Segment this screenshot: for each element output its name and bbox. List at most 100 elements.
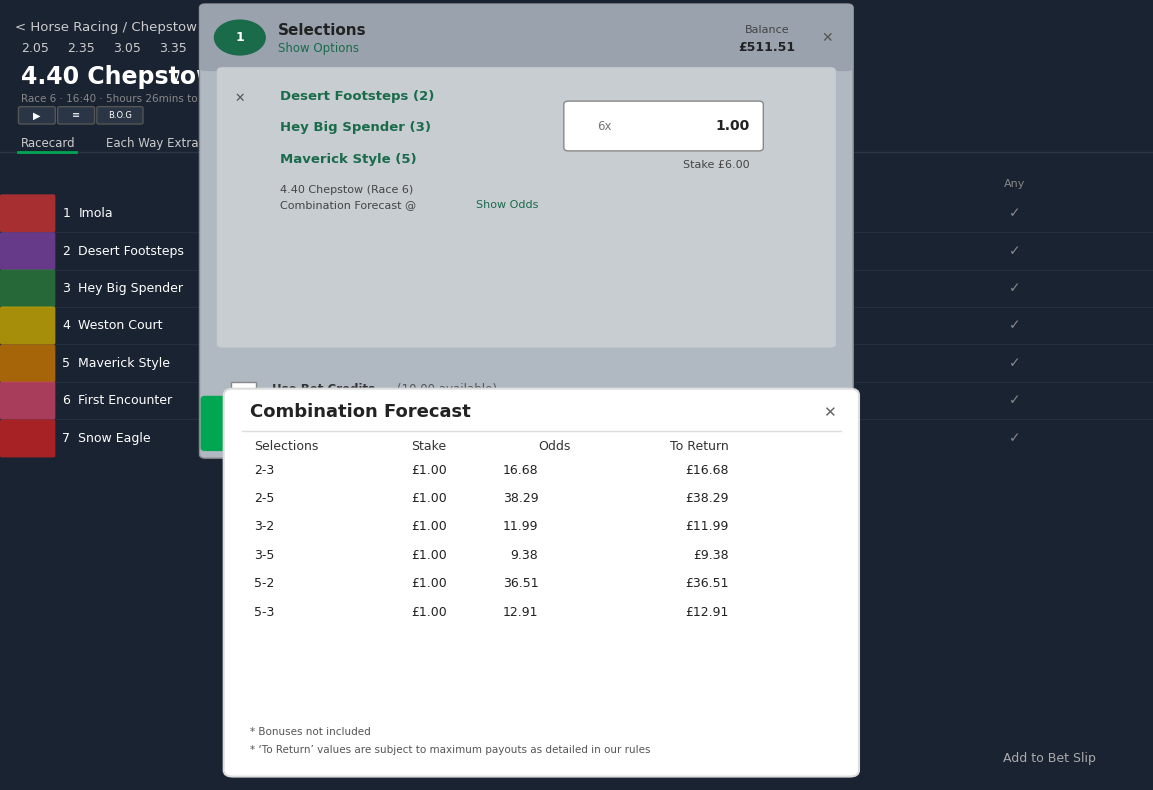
Circle shape <box>225 35 266 63</box>
Text: £1.00: £1.00 <box>412 521 447 533</box>
Text: Selections: Selections <box>278 23 367 37</box>
FancyBboxPatch shape <box>0 194 55 232</box>
Text: ✓: ✓ <box>1009 431 1020 446</box>
FancyBboxPatch shape <box>58 107 95 124</box>
Text: 11.99: 11.99 <box>503 521 538 533</box>
Text: ✓: ✓ <box>796 281 807 295</box>
Text: ✓: ✓ <box>602 206 613 220</box>
Text: Combination Forecast @: Combination Forecast @ <box>280 201 423 210</box>
FancyBboxPatch shape <box>564 101 763 151</box>
Text: 9.38: 9.38 <box>511 549 538 562</box>
FancyBboxPatch shape <box>0 307 55 344</box>
Text: Each Way Extra: Each Way Extra <box>106 137 198 150</box>
Circle shape <box>214 21 265 55</box>
Text: 1.00: 1.00 <box>715 119 749 133</box>
Text: 1: 1 <box>62 207 70 220</box>
Text: £1.00: £1.00 <box>412 606 447 619</box>
Text: 6: 6 <box>62 394 70 407</box>
Text: Maverick Style (5): Maverick Style (5) <box>280 153 416 166</box>
Text: Maverick Style: Maverick Style <box>78 357 171 370</box>
Text: ✕: ✕ <box>821 31 832 45</box>
FancyBboxPatch shape <box>0 269 55 307</box>
Text: £511.51: £511.51 <box>738 41 796 54</box>
Text: Combination Forecast: Combination Forecast <box>250 404 470 421</box>
Text: ✓: ✓ <box>602 356 613 371</box>
Text: Weston Court: Weston Court <box>78 319 163 332</box>
Text: 1st: 1st <box>600 179 616 189</box>
Text: 5: 5 <box>62 357 70 370</box>
Text: Snow Eagle: Snow Eagle <box>78 432 151 445</box>
Text: Guide Price: Guide Price <box>438 179 503 189</box>
Text: Add to Bet Slip: Add to Bet Slip <box>1003 752 1097 765</box>
Text: ✓: ✓ <box>1009 393 1020 408</box>
Text: ✓: ✓ <box>602 281 613 295</box>
Text: B.O.G: B.O.G <box>108 111 131 120</box>
FancyBboxPatch shape <box>201 396 852 451</box>
Text: 6x: 6x <box>597 119 612 133</box>
Text: ✓: ✓ <box>796 206 807 220</box>
Text: 12.91: 12.91 <box>503 606 538 619</box>
Text: 4: 4 <box>242 44 249 54</box>
Text: 4: 4 <box>62 319 70 332</box>
Text: £1.00: £1.00 <box>412 577 447 590</box>
Text: 7.50: 7.50 <box>458 245 483 258</box>
Text: 2.35: 2.35 <box>67 43 95 55</box>
Text: £1.00: £1.00 <box>412 464 447 476</box>
FancyBboxPatch shape <box>217 67 836 348</box>
Text: ✓: ✓ <box>796 244 807 258</box>
Text: Hey Big Spender (3): Hey Big Spender (3) <box>280 122 431 134</box>
Text: ∨: ∨ <box>171 70 181 85</box>
Text: 4.40 Chepstow (Race 6): 4.40 Chepstow (Race 6) <box>280 185 414 194</box>
Text: 5-3: 5-3 <box>254 606 274 619</box>
FancyBboxPatch shape <box>97 107 143 124</box>
Text: 16.68: 16.68 <box>503 464 538 476</box>
Text: Places: Places <box>201 137 238 150</box>
Text: 2-3: 2-3 <box>254 464 274 476</box>
Text: Any: Any <box>1004 179 1025 189</box>
Text: Race 6 · 16:40 · 5hours 26mins to post · 1m 14: Race 6 · 16:40 · 5hours 26mins to post ·… <box>21 94 266 103</box>
Text: 5-2: 5-2 <box>254 577 274 590</box>
Text: 2.05: 2.05 <box>21 43 48 55</box>
Text: Show Odds: Show Odds <box>476 201 538 210</box>
Text: ✓: ✓ <box>1009 206 1020 220</box>
Text: * Bonuses not included: * Bonuses not included <box>250 728 371 737</box>
FancyBboxPatch shape <box>199 4 853 71</box>
FancyBboxPatch shape <box>0 382 55 419</box>
Text: 1: 1 <box>235 31 244 44</box>
Text: ✓: ✓ <box>1009 244 1020 258</box>
Text: £1.00: £1.00 <box>412 492 447 505</box>
Text: 7: 7 <box>62 432 70 445</box>
Text: ✕: ✕ <box>822 405 836 419</box>
Text: £12.91: £12.91 <box>685 606 729 619</box>
Text: 10.00: 10.00 <box>454 207 487 220</box>
Text: ✓: ✓ <box>1009 281 1020 295</box>
Text: Desert Footsteps (2): Desert Footsteps (2) <box>280 90 435 103</box>
Text: Use Bet Credits: Use Bet Credits <box>272 383 375 396</box>
Text: 36.51: 36.51 <box>503 577 538 590</box>
Text: Show Options: Show Options <box>278 43 359 55</box>
FancyBboxPatch shape <box>199 4 853 458</box>
Text: Stake £6.00: Stake £6.00 <box>683 160 749 170</box>
Text: ✓: ✓ <box>796 393 807 408</box>
Bar <box>231 382 256 400</box>
Text: 2-5: 2-5 <box>254 492 274 505</box>
Text: £16.68: £16.68 <box>685 464 729 476</box>
FancyBboxPatch shape <box>0 344 55 382</box>
Text: Imola: Imola <box>78 207 113 220</box>
Text: 2: 2 <box>62 245 70 258</box>
Text: 3-5: 3-5 <box>254 549 274 562</box>
Text: 38.29: 38.29 <box>503 492 538 505</box>
Text: 3.05: 3.05 <box>113 43 141 55</box>
Text: ✓: ✓ <box>796 318 807 333</box>
Text: To Return: To Return <box>670 440 729 453</box>
Text: 3: 3 <box>62 282 70 295</box>
Text: £38.29: £38.29 <box>685 492 729 505</box>
FancyBboxPatch shape <box>18 107 55 124</box>
Text: ✓: ✓ <box>796 356 807 371</box>
Text: * ‘To Return’ values are subject to maximum payouts as detailed in our rules: * ‘To Return’ values are subject to maxi… <box>250 745 650 754</box>
Text: 4.05: 4.05 <box>205 43 233 55</box>
Text: (10.00 available): (10.00 available) <box>397 383 497 396</box>
Text: Desert Footsteps: Desert Footsteps <box>78 245 184 258</box>
Text: £9.38: £9.38 <box>693 549 729 562</box>
Text: ▶: ▶ <box>33 111 40 120</box>
